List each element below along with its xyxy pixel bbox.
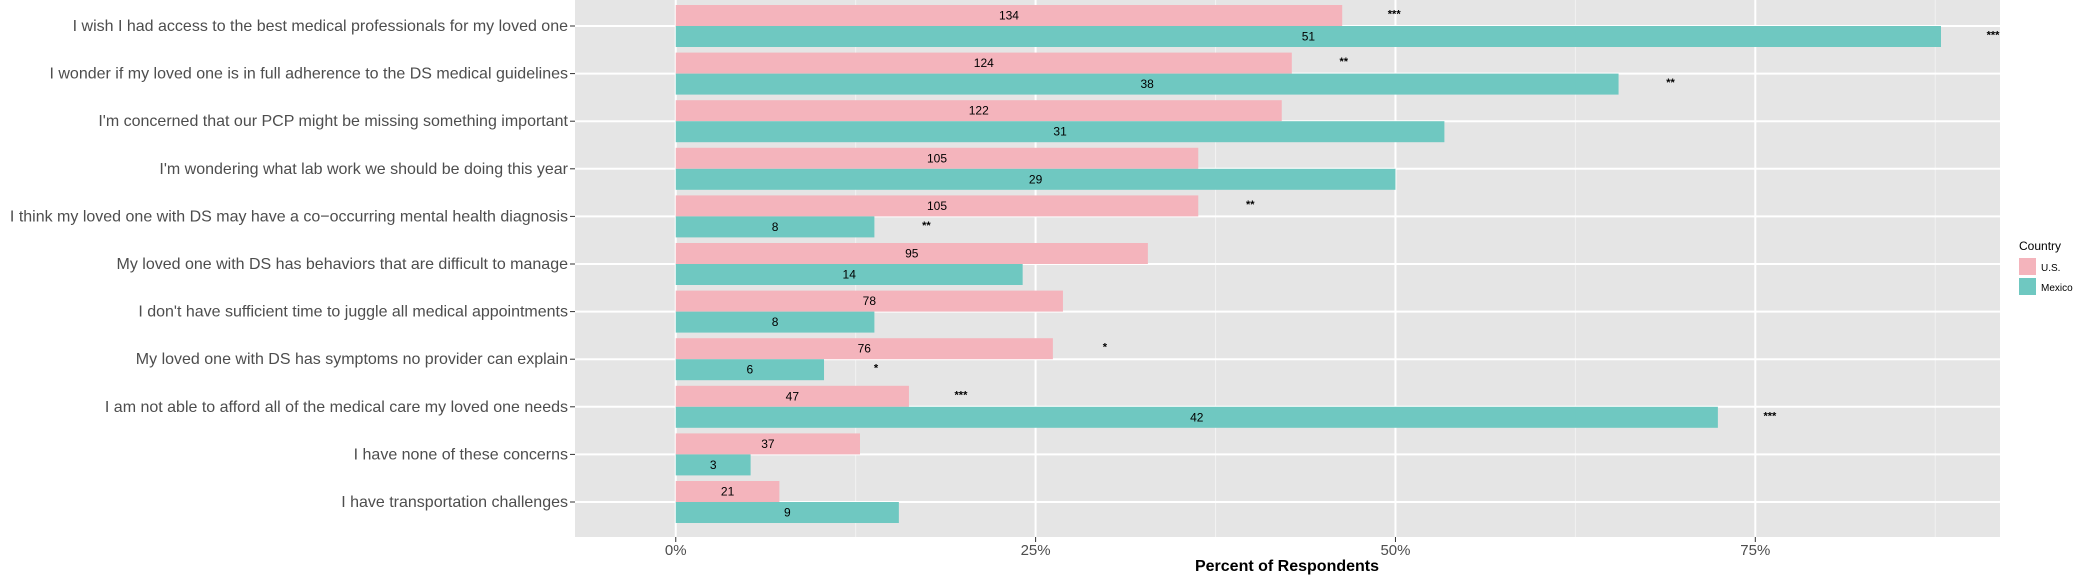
- count-label: 105: [927, 199, 947, 213]
- significance-label: *: [1103, 342, 1108, 354]
- count-label: 9: [784, 506, 791, 520]
- legend-swatch-us: [2019, 258, 2036, 275]
- significance-label: ***: [1987, 30, 2001, 42]
- bar: [675, 311, 875, 333]
- count-label: 134: [999, 9, 1019, 23]
- significance-label: *: [874, 363, 879, 375]
- x-tick-label: 75%: [1740, 542, 1770, 559]
- count-label: 8: [772, 220, 779, 234]
- category-label: I wonder if my loved one is in full adhe…: [49, 66, 568, 83]
- bar: [675, 338, 1053, 360]
- category-label: I have transportation challenges: [341, 494, 568, 511]
- category-label: My loved one with DS has behaviors that …: [116, 256, 568, 273]
- count-label: 78: [863, 294, 877, 308]
- bar: [675, 147, 1199, 169]
- significance-label: **: [922, 220, 931, 232]
- bar: [675, 168, 1396, 190]
- count-label: 21: [721, 485, 735, 499]
- bar: [675, 359, 825, 381]
- bar: [675, 100, 1282, 122]
- count-label: 8: [772, 315, 779, 329]
- count-label: 122: [969, 104, 989, 118]
- bar: [675, 290, 1063, 312]
- category-label: I think my loved one with DS may have a …: [10, 208, 568, 225]
- category-label: I am not able to afford all of the medic…: [105, 399, 568, 416]
- count-label: 105: [927, 151, 947, 165]
- count-label: 38: [1140, 77, 1154, 91]
- legend-label-mexico: Mexico: [2041, 283, 2073, 294]
- category-label: I have none of these concerns: [354, 446, 568, 463]
- category-label: My loved one with DS has symptoms no pro…: [136, 351, 568, 368]
- bar: [675, 385, 909, 407]
- significance-label: ***: [1763, 410, 1777, 422]
- x-axis-title: Percent of Respondents: [1195, 558, 1379, 575]
- bar: [675, 264, 1023, 285]
- category-label: I'm concerned that our PCP might be miss…: [98, 113, 568, 130]
- category-label: I wish I had access to the best medical …: [73, 18, 568, 35]
- count-label: 3: [710, 458, 717, 472]
- x-tick-label: 50%: [1380, 542, 1410, 559]
- count-label: 14: [843, 268, 857, 282]
- count-label: 31: [1053, 125, 1067, 139]
- legend: Country U.S. Mexico: [2019, 239, 2073, 295]
- count-label: 51: [1302, 30, 1316, 44]
- significance-label: **: [1340, 56, 1349, 68]
- bar: [675, 454, 751, 476]
- category-label: I'm wondering what lab work we should be…: [159, 161, 568, 178]
- significance-label: ***: [1388, 9, 1402, 21]
- significance-label: ***: [955, 389, 969, 401]
- count-label: 76: [858, 342, 872, 356]
- bars: [675, 5, 1941, 523]
- bar: [675, 243, 1148, 264]
- category-label: I don't have sufficient time to juggle a…: [138, 304, 568, 321]
- count-label: 29: [1029, 172, 1043, 186]
- bar: [675, 502, 899, 523]
- bar: [675, 5, 1343, 26]
- x-tick-label: 0%: [665, 542, 687, 559]
- bar: [675, 433, 860, 455]
- bar: [675, 481, 780, 502]
- significance-label: **: [1246, 199, 1255, 211]
- count-label: 124: [974, 56, 994, 70]
- significance-label: **: [1666, 77, 1675, 89]
- x-tick-label: 25%: [1021, 542, 1051, 559]
- bar: [675, 406, 1718, 428]
- bar: [675, 52, 1292, 74]
- category-labels: I wish I had access to the best medical …: [10, 18, 575, 511]
- bar: [675, 195, 1199, 217]
- count-label: 95: [905, 247, 919, 261]
- count-label: 47: [786, 389, 800, 403]
- legend-swatch-mexico: [2019, 278, 2036, 295]
- count-label: 42: [1190, 410, 1204, 424]
- count-label: 37: [761, 437, 775, 451]
- count-label: 6: [747, 363, 754, 377]
- legend-title: Country: [2019, 239, 2061, 253]
- bar: [675, 26, 1941, 47]
- bar: [675, 121, 1445, 143]
- bar: [675, 216, 875, 238]
- x-axis: 0% 25% 50% 75%: [665, 537, 1770, 559]
- legend-label-us: U.S.: [2041, 263, 2060, 274]
- bar: [675, 73, 1619, 95]
